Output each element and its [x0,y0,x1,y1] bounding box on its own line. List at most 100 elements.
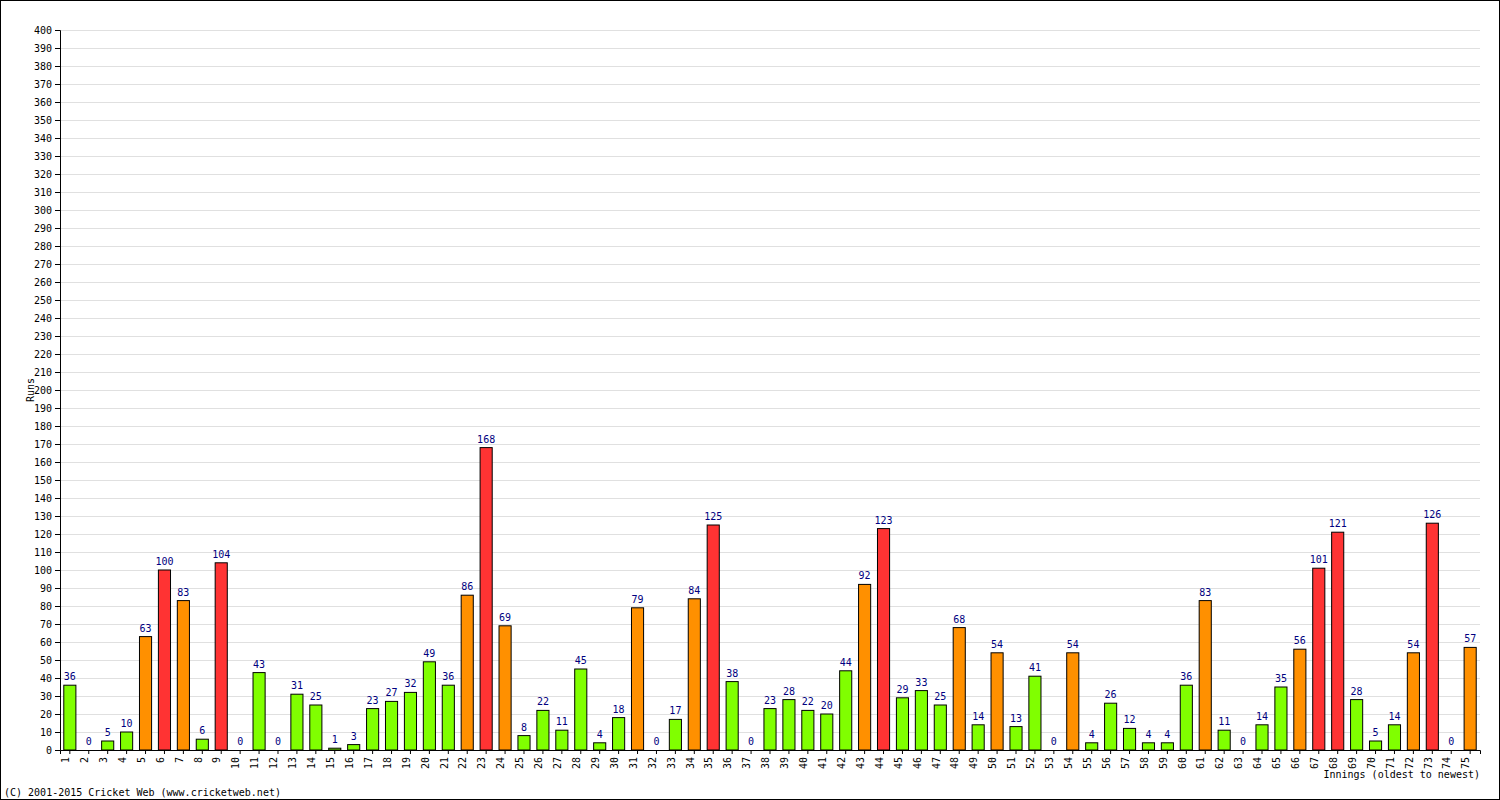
x-tick: 23 [476,750,487,769]
y-axis: 0102030405060708090100110120130140150160… [34,25,61,756]
x-tick-label: 16 [344,757,355,769]
x-tick: 55 [1082,750,1093,769]
x-tick: 16 [344,750,355,769]
y-tick-label: 120 [34,529,52,540]
x-tick-mark [959,750,960,754]
y-tick: 150 [34,475,60,486]
bar [1142,743,1154,750]
data-label: 45 [575,655,587,666]
x-tick-label: 6 [155,757,166,763]
y-tick: 310 [34,187,60,198]
x-tick-label: 20 [420,757,431,769]
y-tick-label: 200 [34,385,52,396]
x-tick-mark [1318,750,1319,754]
x-tick-mark [997,750,998,754]
x-tick-label: 22 [457,757,468,769]
data-label: 0 [1051,736,1057,747]
x-tick-label: 36 [722,757,733,769]
x-tick-label: 15 [325,757,336,769]
grid-line [60,444,1480,445]
y-tick: 290 [34,223,60,234]
y-tick-mark [55,444,60,445]
x-tick-mark [429,750,430,754]
y-tick-label: 10 [40,727,52,738]
x-tick-label: 19 [401,757,412,769]
x-tick: 5 [136,750,147,763]
x-tick: 51 [1006,750,1017,769]
data-label: 54 [1067,639,1079,650]
y-tick-mark [55,390,60,391]
x-tick-mark [751,750,752,754]
grid-line [60,318,1480,319]
x-tick-label: 69 [1347,757,1358,769]
y-tick-mark [55,30,60,31]
x-tick: 67 [1309,750,1320,769]
x-tick-label: 44 [874,757,885,769]
data-label: 18 [613,704,625,715]
x-tick: 48 [949,750,960,769]
x-tick-label: 33 [666,757,677,769]
y-tick-label: 160 [34,457,52,468]
data-label: 6 [199,725,205,736]
y-tick: 230 [34,331,60,342]
y-axis-title: Runs [25,378,36,402]
bar [385,701,397,750]
bar [215,563,227,750]
x-tick-mark [902,750,903,754]
data-label: 4 [1164,729,1170,740]
x-tick-mark [467,750,468,754]
x-tick-mark [145,750,146,754]
x-tick: 58 [1139,750,1150,769]
y-tick: 130 [34,511,60,522]
bar [196,739,208,750]
y-tick-mark [55,48,60,49]
y-tick-label: 80 [40,601,52,612]
bar [1180,685,1192,750]
bar [367,709,379,750]
x-tick: 72 [1404,750,1415,769]
y-tick: 110 [34,547,60,558]
y-tick: 100 [34,565,60,576]
x-tick: 68 [1328,750,1339,769]
bar [1426,523,1438,750]
y-tick: 360 [34,97,60,108]
x-tick-label: 61 [1195,757,1206,769]
x-tick-label: 10 [230,757,241,769]
x-tick-label: 53 [1044,757,1055,769]
y-tick: 0 [46,745,60,756]
y-tick: 350 [34,115,60,126]
bar [1218,730,1230,750]
x-tick-mark [845,750,846,754]
x-tick-mark [1053,750,1054,754]
x-tick-mark [523,750,524,754]
y-tick: 330 [34,151,60,162]
x-tick-label: 9 [211,757,222,763]
bar [1105,703,1117,750]
x-tick-label: 39 [779,757,790,769]
x-axis: 1234567891011121314151617181920212223242… [60,750,1480,769]
bar [291,694,303,750]
x-tick-mark [770,750,771,754]
x-tick: 38 [760,750,771,769]
x-tick-label: 37 [741,757,752,769]
bar [1313,568,1325,750]
x-tick: 10 [230,750,241,769]
grid-line [60,210,1480,211]
x-tick-label: 29 [590,757,601,769]
data-label: 25 [934,691,946,702]
grid-line [60,84,1480,85]
x-tick-label: 3 [98,757,109,763]
x-tick: 44 [874,750,885,769]
grid-line [60,588,1480,589]
x-tick-label: 14 [306,757,317,769]
y-tick-label: 370 [34,79,52,90]
y-tick: 200 [34,385,60,396]
x-tick: 69 [1347,750,1358,769]
bar [442,685,454,750]
data-label: 92 [859,570,871,581]
x-tick-mark [126,750,127,754]
y-tick-label: 130 [34,511,52,522]
x-tick-mark [1470,750,1471,754]
grid-line [60,570,1480,571]
data-labels: 3605106310083610404303125132327324936861… [64,434,1476,747]
